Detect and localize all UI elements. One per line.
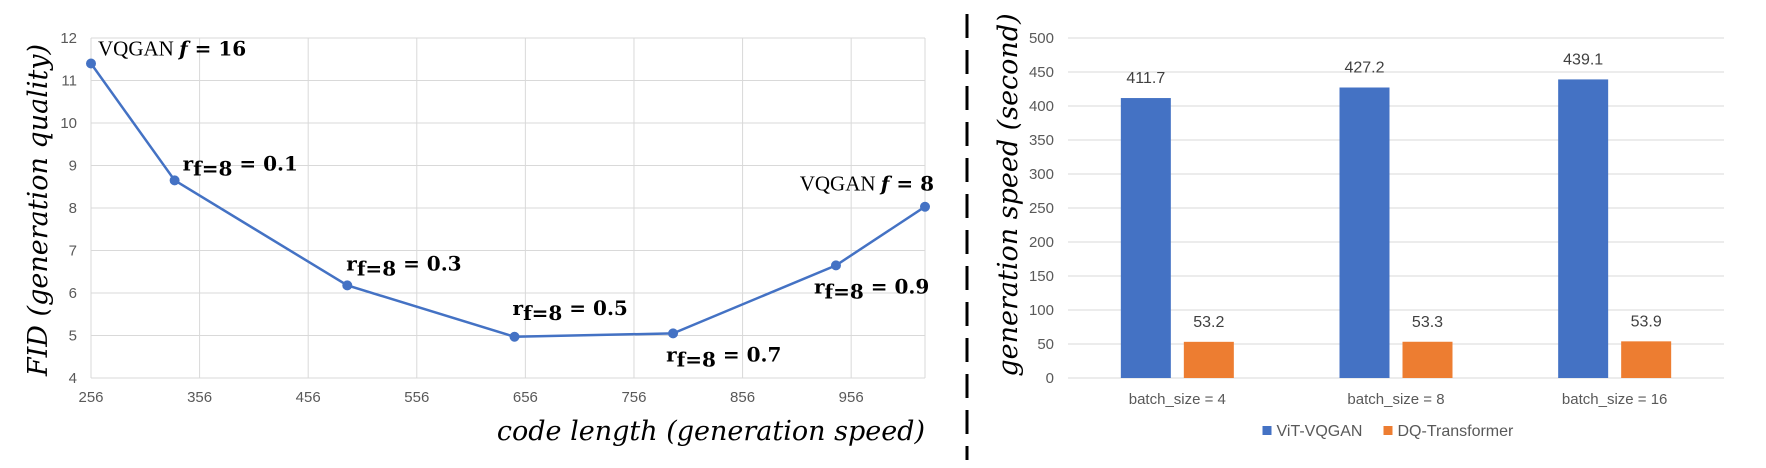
line-chart-point xyxy=(830,260,841,271)
line-chart-y-tick-label: 11 xyxy=(61,73,77,90)
bar-chart-bars xyxy=(1120,79,1672,379)
bar-data-label: 427.2 xyxy=(1344,60,1384,77)
bar-data-label: 53.2 xyxy=(1193,314,1224,331)
line-chart-y-tick-label: 9 xyxy=(69,158,77,175)
bar-chart-y-tick-label: 400 xyxy=(1029,98,1054,115)
line-chart-x-tick-label: 256 xyxy=(78,389,103,406)
line-chart-y-axis-title: FID (generation quality) xyxy=(23,44,54,377)
line-chart-y-tick-label: 5 xyxy=(69,328,77,345)
line-chart-annotation: rf=8 = 0.3 xyxy=(346,251,461,280)
line-chart-annotation: VQGAN f = 8 xyxy=(800,172,934,196)
line-chart-series-line xyxy=(89,62,926,339)
bar-vit-vqgan xyxy=(1120,98,1171,378)
line-chart-point xyxy=(342,280,353,291)
bar-chart-y-tick-label: 100 xyxy=(1029,302,1054,319)
line-chart-annotations: VQGAN f = 16 rf=8 = 0.1 rf=8 = 0.3 rf=8 = 0… xyxy=(98,37,934,372)
line-chart-point xyxy=(169,175,180,186)
bar-chart-y-tick-label: 300 xyxy=(1029,166,1054,183)
legend-label: ViT-VQGAN xyxy=(1277,423,1363,440)
bar-chart-y-axis-title: generation speed (second) xyxy=(993,13,1024,376)
bar-chart-category-label: batch_size = 8 xyxy=(1347,391,1444,408)
legend-swatch xyxy=(1262,426,1272,435)
line-chart-x-tick-label: 756 xyxy=(621,389,646,406)
line-chart-x-tick-label: 656 xyxy=(513,389,538,406)
line-chart-grid xyxy=(90,37,926,379)
line-chart-y-tick-label: 12 xyxy=(60,30,77,47)
bar-data-label: 411.7 xyxy=(1126,70,1165,87)
line-chart-point xyxy=(86,58,96,69)
bar-vit-vqgan xyxy=(1339,87,1390,378)
bar-chart-y-tick-label: 50 xyxy=(1037,336,1054,353)
bar-chart-y-tick-label: 150 xyxy=(1029,268,1054,285)
bar-data-label: 439.1 xyxy=(1563,51,1603,68)
line-chart-annotation: VQGAN f = 16 xyxy=(98,37,246,61)
bar-chart-category-label: batch_size = 16 xyxy=(1562,391,1668,408)
bar-chart-category-label: batch_size = 4 xyxy=(1129,391,1226,408)
bar-chart-y-tick-label: 450 xyxy=(1029,64,1054,81)
bar-chart-y-tick-label: 200 xyxy=(1029,234,1054,251)
bar-chart-ticks: 0 50 100 150 200 250 300 350 400 450 500 batch_size… xyxy=(1029,30,1667,408)
bar-dq-transformer xyxy=(1402,341,1453,378)
line-chart-y-tick-label: 8 xyxy=(69,200,77,217)
bar-vit-vqgan xyxy=(1558,79,1609,379)
bar-chart-y-tick-label: 0 xyxy=(1046,370,1054,387)
line-chart-annotation: rf=8 = 0.1 xyxy=(183,151,298,180)
bar-chart-legend: ViT-VQGAN DQ-Transformer xyxy=(1262,423,1515,440)
line-chart-annotation: rf=8 = 0.5 xyxy=(513,296,628,325)
line-chart-annotation: rf=8 = 0.9 xyxy=(814,274,929,303)
line-chart-y-tick-label: 4 xyxy=(69,370,77,387)
bar-dq-transformer xyxy=(1183,341,1234,378)
line-chart-x-tick-label: 956 xyxy=(839,389,864,406)
bar-chart-y-tick-label: 250 xyxy=(1029,200,1054,217)
bar-chart-data-labels: 411.7 53.2 427.2 53.3 439.1 53.9 xyxy=(1126,51,1661,330)
bar-chart-y-tick-label: 350 xyxy=(1029,132,1054,149)
line-chart-x-tick-label: 456 xyxy=(296,389,321,406)
line-chart-y-tick-label: 10 xyxy=(60,115,77,132)
bar-chart-y-tick-label: 500 xyxy=(1029,30,1054,47)
line-chart-x-tick-label: 356 xyxy=(187,389,212,406)
bar-chart-grid xyxy=(1068,37,1724,379)
legend-label: DQ-Transformer xyxy=(1398,423,1515,440)
line-chart-y-tick-label: 7 xyxy=(69,243,77,260)
line-chart-x-tick-label: 856 xyxy=(730,389,755,406)
bar-dq-transformer xyxy=(1621,341,1672,378)
line-chart-x-tick-label: 556 xyxy=(404,389,429,406)
bar-data-label: 53.9 xyxy=(1631,313,1662,330)
line-chart-x-axis-title: code length (generation speed) xyxy=(497,416,925,447)
bar-data-label: 53.3 xyxy=(1412,314,1443,331)
line-chart-point xyxy=(920,201,930,212)
line-chart-point xyxy=(509,331,520,342)
line-chart-point xyxy=(668,328,679,339)
legend-swatch xyxy=(1383,426,1393,435)
line-chart-y-tick-label: 6 xyxy=(69,285,77,302)
line-chart-plot xyxy=(86,58,930,342)
line-chart-annotation: rf=8 = 0.7 xyxy=(666,342,781,371)
